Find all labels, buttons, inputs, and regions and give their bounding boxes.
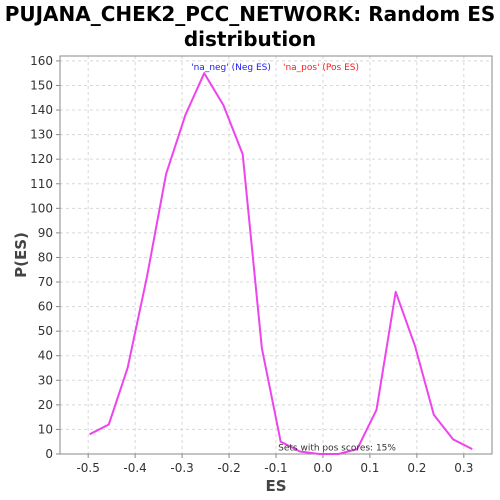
y-tick-label: 80	[38, 250, 53, 264]
legend-entry-neg: 'na_neg' (Neg ES)	[191, 63, 271, 73]
y-tick-label: 140	[30, 103, 53, 117]
annotation-text: Sets with pos scores: 15%	[278, 443, 396, 453]
x-tick-label: 0.1	[360, 461, 379, 475]
x-tick-label: -0.5	[76, 461, 99, 475]
y-tick-label: 160	[30, 54, 53, 68]
y-tick-label: 10	[38, 422, 53, 436]
y-tick-label: 150	[30, 78, 53, 92]
y-axis-label: P(ES)	[12, 232, 30, 278]
y-tick-label: 70	[38, 275, 53, 289]
y-tick-label: 130	[30, 128, 53, 142]
chart-title: PUJANA_CHEK2_PCC_NETWORK: Random ES dist…	[4, 2, 496, 51]
x-tick-label: -0.4	[123, 461, 146, 475]
x-tick-label: 0.3	[454, 461, 473, 475]
x-tick-label: -0.1	[264, 461, 287, 475]
x-tick-label: 0.0	[313, 461, 332, 475]
y-tick-label: 100	[30, 201, 53, 215]
y-tick-label: 40	[38, 349, 53, 363]
y-tick-label: 120	[30, 152, 53, 166]
x-tick-label: 0.2	[407, 461, 426, 475]
x-tick-label: -0.3	[170, 461, 193, 475]
y-tick-label: 0	[45, 447, 53, 461]
x-tick-label: -0.2	[217, 461, 240, 475]
y-tick-label: 60	[38, 300, 53, 314]
legend-entry-pos: 'na_pos' (Pos ES)	[283, 63, 359, 73]
y-tick-label: 30	[38, 373, 53, 387]
x-axis-label: ES	[265, 477, 286, 495]
y-tick-label: 110	[30, 177, 53, 191]
y-tick-label: 50	[38, 324, 53, 338]
y-tick-label: 90	[38, 226, 53, 240]
y-tick-label: 20	[38, 398, 53, 412]
series-line	[89, 72, 473, 455]
